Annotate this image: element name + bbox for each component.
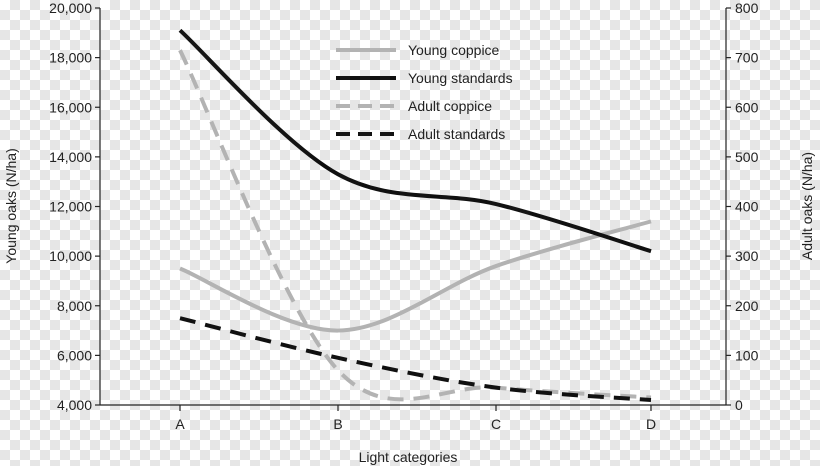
left-y-tick-label: 6,000 xyxy=(57,347,92,363)
right-y-tick-label: 800 xyxy=(735,0,759,16)
legend-label-young-standards: Young standards xyxy=(408,70,513,86)
left-y-tick-label: 16,000 xyxy=(49,99,92,115)
left-y-tick-label: 12,000 xyxy=(49,199,92,215)
left-y-tick-label: 18,000 xyxy=(49,50,92,66)
left-y-tick-label: 4,000 xyxy=(57,397,92,413)
legend-label-adult-standards: Adult standards xyxy=(408,126,505,142)
x-axis-title: Light categories xyxy=(359,449,458,465)
x-tick-label: A xyxy=(175,416,185,432)
x-tick-label: C xyxy=(491,416,501,432)
adult-coppice-line xyxy=(178,49,652,402)
chart-legend: Young coppice Young standards Adult coppic… xyxy=(336,42,513,142)
right-y-tick-label: 100 xyxy=(735,347,759,363)
x-tick-label: B xyxy=(333,416,342,432)
right-y-tick-label: 300 xyxy=(735,248,759,264)
adult-standards-line xyxy=(179,316,652,403)
right-y-tick-label: 0 xyxy=(735,397,743,413)
left-y-tick-label: 8,000 xyxy=(57,298,92,314)
right-y-tick-label: 500 xyxy=(735,149,759,165)
young-coppice-line xyxy=(179,219,652,333)
right-y-tick-label: 200 xyxy=(735,298,759,314)
left-y-tick-label: 10,000 xyxy=(49,248,92,264)
left-y-tick-label: 14,000 xyxy=(49,149,92,165)
chart-lines xyxy=(178,28,652,403)
x-tick-label: D xyxy=(646,416,656,432)
left-y-axis-title: Young oaks (N/ha) xyxy=(3,148,19,263)
left-y-tick-label: 20,000 xyxy=(49,0,92,16)
legend-label-young-coppice: Young coppice xyxy=(408,42,500,58)
right-y-tick-label: 700 xyxy=(735,50,759,66)
legend-label-adult-coppice: Adult coppice xyxy=(408,98,492,114)
right-y-axis-title: Adult oaks (N/ha) xyxy=(799,152,815,260)
right-y-tick-label: 600 xyxy=(735,99,759,115)
chart-axes: 4,000 6,000 8,000 10,000 12,000 14,000 16,000 1… xyxy=(49,0,758,432)
young-standards-line xyxy=(178,28,652,254)
right-y-tick-label: 400 xyxy=(735,199,759,215)
